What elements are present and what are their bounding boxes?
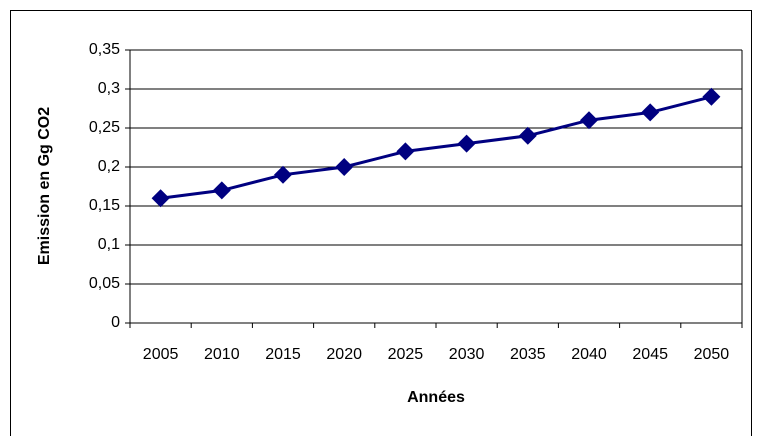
x-tick-label: 2025 [388,346,424,363]
y-tick-label: 0,3 [98,80,120,97]
data-point [641,103,660,122]
data-point [151,189,170,208]
y-tick-label: 0 [111,314,120,331]
x-tick-label: 2005 [143,346,179,363]
x-tick-label: 2010 [204,346,240,363]
chart-frame [10,10,752,436]
data-point [396,142,415,161]
x-tick-label: 2035 [510,346,546,363]
data-point [702,87,721,106]
x-tick-label: 2030 [449,346,485,363]
data-point [212,181,231,200]
x-tick-label: 2050 [694,346,730,363]
y-tick-label: 0,1 [98,236,120,253]
x-tick-label: 2040 [571,346,607,363]
x-tick-label: 2015 [265,346,301,363]
y-tick-label: 0,15 [89,197,120,214]
y-tick-label: 0,05 [89,275,120,292]
data-line [160,95,712,200]
y-tick-label: 0,25 [89,119,120,136]
data-point [457,134,476,153]
y-tick-label: 0,2 [98,158,120,175]
x-tick-label: 2045 [632,346,668,363]
y-tick-label: 0,35 [89,41,120,58]
data-point [518,126,537,145]
x-axis-title: Années [407,389,465,406]
y-axis-title: Emission en Gg CO2 [36,107,53,265]
data-point [274,165,292,184]
x-tick-label: 2020 [326,346,362,363]
data-point [580,111,598,130]
data-point [335,158,354,176]
